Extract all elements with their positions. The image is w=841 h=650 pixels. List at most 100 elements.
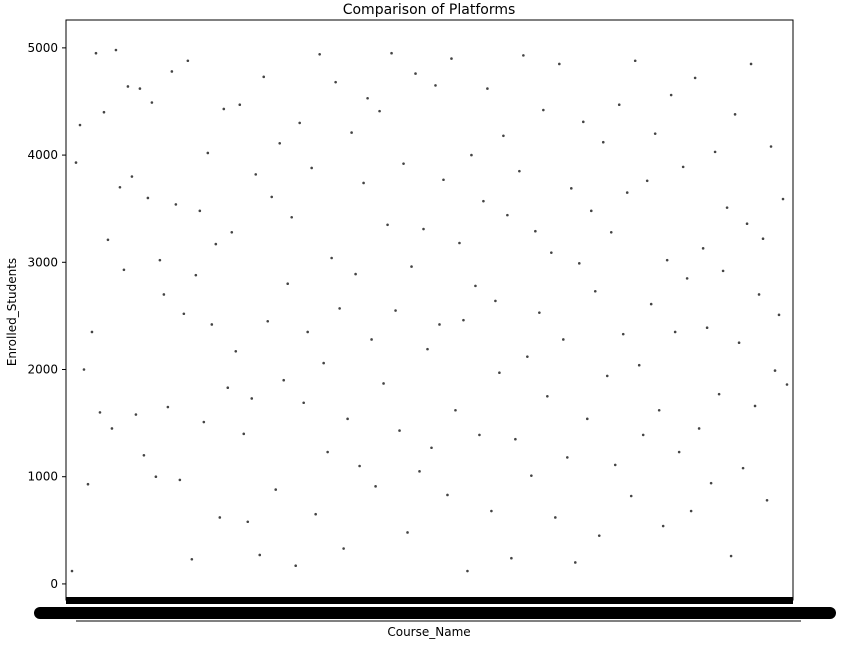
- y-tick-label: 1000: [27, 470, 58, 484]
- data-point: [593, 289, 597, 293]
- data-point: [306, 330, 309, 334]
- data-point: [170, 70, 174, 73]
- data-point: [186, 59, 190, 63]
- data-point: [270, 195, 274, 199]
- data-point: [334, 80, 337, 84]
- y-axis-ticks: 0 1000 2000 3000 4000 5000: [27, 41, 66, 591]
- data-point: [230, 230, 234, 234]
- data-point: [438, 323, 441, 326]
- data-point: [182, 312, 186, 316]
- data-point: [434, 84, 437, 87]
- data-point: [741, 466, 745, 470]
- data-point: [701, 247, 705, 250]
- data-point: [238, 103, 242, 106]
- data-point: [613, 463, 617, 467]
- data-point: [342, 547, 345, 550]
- data-point: [378, 109, 381, 113]
- data-point: [158, 258, 162, 262]
- data-point: [777, 313, 781, 317]
- data-point: [518, 169, 521, 173]
- data-point: [637, 363, 641, 367]
- data-point: [562, 338, 565, 341]
- data-point: [589, 209, 593, 213]
- data-point: [290, 215, 293, 219]
- data-point: [254, 173, 258, 176]
- data-point: [106, 238, 110, 242]
- data-point: [138, 87, 142, 90]
- data-point: [302, 401, 305, 405]
- data-point: [122, 268, 126, 272]
- data-point: [78, 123, 82, 127]
- data-point: [418, 470, 421, 473]
- data-point: [597, 534, 601, 537]
- data-point: [242, 432, 246, 436]
- data-point: [705, 326, 709, 329]
- data-point: [166, 405, 170, 409]
- data-point: [318, 53, 321, 56]
- data-point: [574, 561, 577, 564]
- data-point: [190, 557, 194, 561]
- data-point: [566, 456, 569, 459]
- y-tick-label: 2000: [27, 363, 58, 377]
- data-point: [765, 499, 769, 502]
- data-point: [601, 140, 605, 144]
- y-tick-label: 4000: [27, 148, 58, 162]
- data-point: [677, 450, 681, 454]
- data-point: [294, 564, 297, 567]
- data-point: [490, 509, 493, 513]
- data-point: [370, 338, 373, 341]
- data-point: [745, 222, 749, 225]
- data-point: [681, 165, 685, 169]
- data-point: [194, 273, 198, 277]
- data-point: [154, 475, 158, 479]
- data-point: [486, 87, 489, 90]
- data-point: [785, 383, 789, 386]
- data-point: [226, 386, 230, 390]
- data-point: [625, 191, 629, 194]
- data-point: [258, 553, 262, 557]
- data-point: [609, 230, 613, 234]
- data-point: [506, 213, 509, 217]
- data-point: [725, 206, 729, 209]
- data-point: [422, 227, 425, 231]
- data-point: [214, 242, 218, 246]
- data-point: [126, 85, 130, 88]
- data-point: [210, 323, 214, 326]
- data-point: [218, 516, 222, 519]
- data-point: [717, 392, 721, 396]
- data-point: [354, 272, 357, 276]
- data-point: [90, 330, 94, 334]
- data-point: [426, 347, 429, 351]
- x-axis-label: Course_Name: [387, 625, 470, 639]
- data-point: [558, 62, 561, 66]
- data-point: [414, 72, 417, 75]
- data-point: [454, 408, 457, 412]
- data-point: [769, 145, 773, 148]
- data-point: [118, 185, 122, 189]
- data-point: [474, 284, 477, 288]
- data-point: [773, 369, 777, 372]
- y-axis-label: Enrolled_Students: [5, 258, 19, 366]
- data-point: [162, 293, 166, 296]
- data-point: [458, 241, 461, 245]
- data-point: [494, 299, 497, 303]
- data-point: [398, 429, 401, 432]
- data-point: [74, 161, 78, 164]
- data-point: [729, 554, 733, 558]
- data-point: [374, 485, 377, 488]
- data-point: [761, 237, 765, 241]
- data-point: [174, 203, 178, 206]
- data-point: [410, 265, 413, 268]
- data-point: [266, 319, 270, 323]
- data-point: [733, 113, 737, 116]
- data-point: [617, 103, 621, 106]
- data-point: [713, 150, 717, 154]
- data-point: [298, 121, 301, 125]
- data-point: [629, 494, 633, 498]
- data-point: [314, 512, 317, 516]
- data-point: [693, 76, 697, 80]
- data-point: [386, 223, 389, 227]
- data-point: [406, 531, 409, 534]
